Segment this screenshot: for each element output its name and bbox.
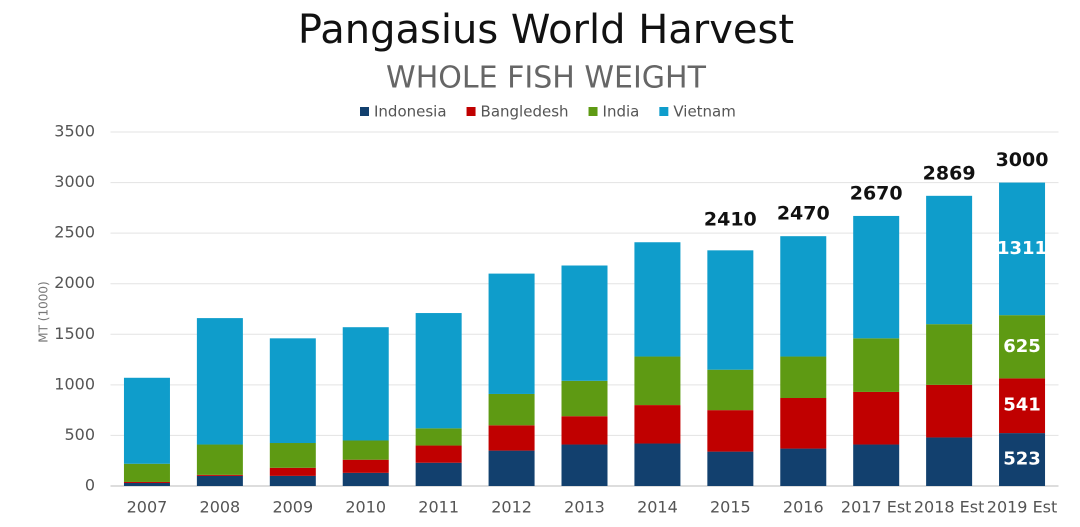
bar-segment — [561, 444, 608, 486]
total-label: 2470 — [777, 203, 830, 225]
bar-segment — [780, 398, 827, 449]
total-label: 3000 — [996, 149, 1049, 171]
bar-segment — [999, 433, 1046, 486]
bar-segment — [269, 443, 316, 468]
bar-segment — [488, 425, 535, 451]
x-tick-label: 2017 Est — [841, 498, 912, 517]
x-tick-label: 2009 — [272, 498, 313, 517]
bar-segment — [780, 236, 827, 357]
legend-swatch — [659, 107, 669, 116]
x-tick-label: 2014 — [637, 498, 678, 517]
bar-segment — [488, 393, 535, 426]
legend-label: Vietnam — [673, 103, 736, 121]
bar-segment — [269, 475, 316, 486]
bar-segment — [123, 481, 170, 483]
bar-segment — [780, 448, 827, 486]
chart-subtitle: WHOLE FISH WEIGHT — [386, 61, 707, 96]
bar-segment — [926, 324, 973, 385]
bar-segment — [488, 450, 535, 486]
data-label: 523 — [1003, 449, 1041, 470]
legend-swatch — [360, 107, 369, 116]
x-tick-label: 2008 — [200, 498, 241, 517]
bar-segment — [123, 482, 170, 486]
bar-segment — [780, 356, 827, 399]
x-tick-label: 2016 — [783, 498, 824, 517]
bar-segment — [707, 410, 754, 452]
bar-segment — [634, 242, 681, 357]
bar-segment — [561, 380, 608, 417]
total-label: 2410 — [704, 209, 757, 231]
bar-segment — [926, 384, 973, 438]
total-label: 2869 — [923, 162, 976, 184]
x-tick-label: 2019 Est — [987, 498, 1058, 517]
bar-segment — [488, 273, 535, 394]
legend-swatch — [466, 107, 476, 116]
bar-segment — [415, 462, 462, 486]
bar-segment — [342, 472, 389, 486]
x-tick-label: 2013 — [564, 498, 605, 517]
y-tick-label: 3500 — [54, 122, 95, 141]
bar-segment — [269, 338, 316, 444]
legend-swatch — [588, 107, 598, 116]
x-tick-label: 2018 Est — [914, 498, 985, 517]
bar-segment — [196, 474, 243, 476]
bar-segment — [634, 443, 681, 486]
bar-segment — [415, 428, 462, 446]
bar-segment — [707, 250, 754, 370]
bar-segment — [853, 338, 900, 392]
bar-segment — [196, 444, 243, 475]
bar-segment — [415, 313, 462, 429]
bar-segment — [926, 437, 973, 486]
y-tick-label: 0 — [85, 476, 95, 495]
legend-label: India — [603, 103, 640, 121]
bar-segment — [415, 445, 462, 463]
legend-label: Bangledesh — [481, 103, 569, 121]
bar-segment — [123, 377, 170, 464]
bar-segment — [999, 182, 1046, 316]
y-axis-label: MT (1000) — [37, 281, 51, 342]
x-tick-label: 2010 — [345, 498, 386, 517]
y-tick-label: 500 — [64, 425, 95, 444]
bar-segment — [123, 463, 170, 482]
bar-segment — [196, 318, 243, 445]
x-tick-label: 2012 — [491, 498, 532, 517]
data-label: 1311 — [997, 238, 1047, 259]
chart-title: Pangasius World Harvest — [298, 7, 794, 53]
x-tick-label: 2015 — [710, 498, 751, 517]
bar-segment — [196, 475, 243, 486]
bar-segment — [342, 327, 389, 441]
total-label: 2670 — [850, 182, 903, 204]
data-label: 541 — [1003, 395, 1041, 416]
bar-segment — [634, 405, 681, 444]
bar-segment — [999, 315, 1046, 379]
bar-segment — [926, 195, 973, 325]
bar-segment — [561, 265, 608, 381]
bar-segment — [561, 416, 608, 445]
x-tick-label: 2007 — [127, 498, 168, 517]
bar-segment — [999, 378, 1046, 434]
bar-segment — [853, 215, 900, 339]
data-label: 625 — [1003, 336, 1041, 357]
bar-segment — [853, 391, 900, 445]
y-tick-label: 2000 — [54, 273, 95, 292]
bar-segment — [707, 369, 754, 411]
bar-segment — [634, 356, 681, 406]
bar-segment — [269, 467, 316, 476]
legend-label: Indonesia — [374, 103, 447, 121]
bar-segment — [707, 451, 754, 486]
bar-segment — [853, 444, 900, 486]
y-tick-label: 1000 — [54, 374, 95, 393]
y-tick-label: 2500 — [54, 223, 95, 242]
y-tick-label: 1500 — [54, 324, 95, 343]
bar-segment — [342, 459, 389, 473]
bar-segment — [342, 440, 389, 460]
y-tick-label: 3000 — [54, 172, 95, 191]
x-tick-label: 2011 — [418, 498, 459, 517]
